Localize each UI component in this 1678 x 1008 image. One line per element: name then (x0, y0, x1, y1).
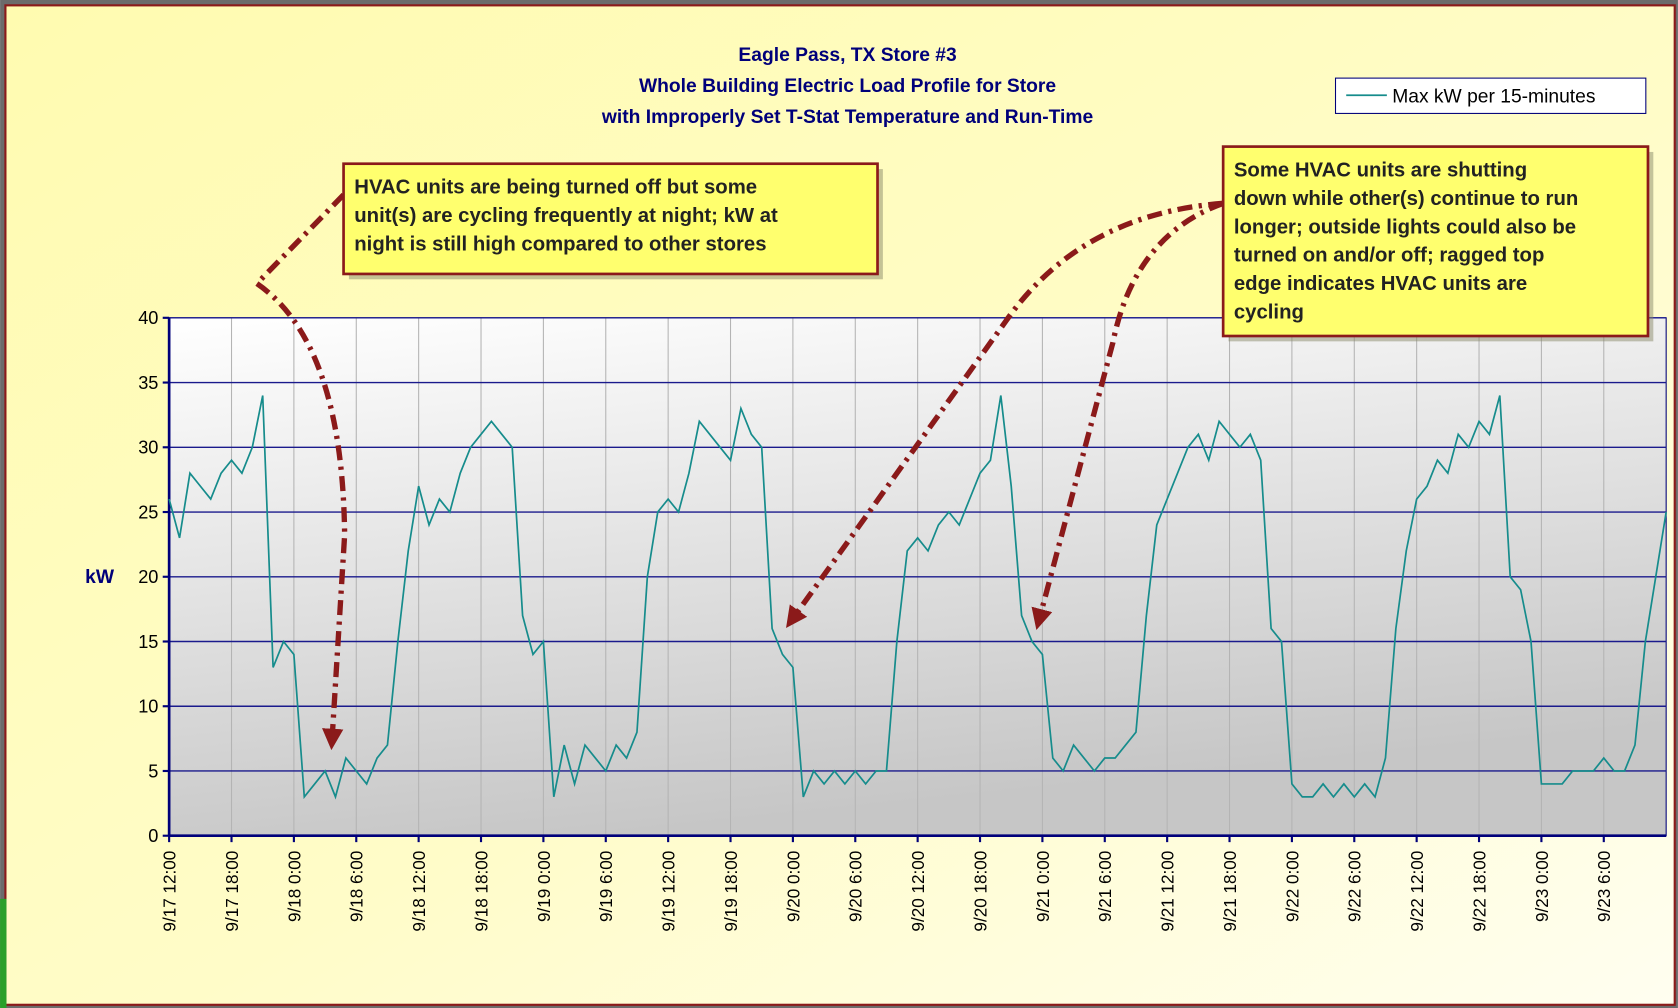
x-tick-label: 9/20 12:00 (909, 851, 928, 932)
x-tick-label: 9/23 0:00 (1533, 851, 1552, 922)
x-tick-label: 9/20 0:00 (784, 851, 803, 922)
y-tick-label: 35 (138, 373, 158, 393)
x-tick-label: 9/19 0:00 (535, 851, 554, 922)
annotation-text: night is still high compared to other st… (354, 233, 766, 255)
legend-label: Max kW per 15-minutes (1392, 87, 1595, 108)
x-tick-label: 9/17 12:00 (161, 851, 180, 932)
x-tick-label: 9/19 18:00 (722, 851, 741, 932)
plot-area: 9/17 12:00 9/17 18:00 9/18 0:00 9/18 6:00 9/… (85, 308, 1668, 932)
data-line (168, 395, 1668, 800)
x-tick-label: 9/18 0:00 (285, 851, 304, 922)
y-tick-label: 25 (138, 502, 158, 522)
annotations: HVAC units are being turned off but some… (342, 145, 1654, 342)
x-tick-label: 9/21 0:00 (1034, 851, 1053, 922)
title-group: Eagle Pass, TX Store #3 Whole Building El… (601, 45, 1094, 128)
annotation-text: turned on and/or off; ragged top (1234, 245, 1545, 267)
x-tick-label: 9/18 6:00 (348, 851, 367, 922)
y-tick-label: 15 (138, 632, 158, 652)
annotation-text: HVAC units are being turned off but some (354, 177, 757, 199)
edge-decoration (0, 898, 7, 1008)
x-tick-label: 9/21 12:00 (1159, 851, 1178, 932)
x-tick-label: 9/19 6:00 (597, 851, 616, 922)
y-axis-label: kW (85, 567, 115, 588)
annotation-text: Some HVAC units are shutting (1234, 160, 1527, 182)
annotation-box (342, 162, 879, 276)
y-tick-label: 20 (138, 567, 158, 587)
y-tick-label: 5 (148, 761, 158, 781)
annotation-text: edge indicates HVAC units are (1234, 273, 1527, 295)
annotation-text: longer; outside lights could also be (1234, 216, 1576, 238)
y-tick-label: 30 (138, 438, 158, 458)
chart-title: Whole Building Electric Load Profile for… (639, 76, 1056, 97)
x-tick-label: 9/22 12:00 (1408, 851, 1427, 932)
x-tick-label: 9/20 18:00 (971, 851, 990, 932)
annotation-arrows (252, 192, 1225, 751)
y-tick-label: 0 (148, 826, 158, 846)
annotation-text: down while other(s) continue to run (1234, 188, 1578, 210)
legend: Max kW per 15-minutes (1334, 77, 1647, 114)
x-tick-label: 9/21 18:00 (1221, 851, 1240, 932)
x-tick-label: 9/23 6:00 (1595, 851, 1614, 922)
arrow (252, 192, 348, 751)
x-tick-label: 9/22 6:00 (1346, 851, 1365, 922)
x-tick-label: 9/21 6:00 (1096, 851, 1115, 922)
x-tick-label: 9/18 18:00 (472, 851, 491, 932)
legend-box (1334, 77, 1647, 114)
chart-title: with Improperly Set T-Stat Temperature a… (601, 107, 1094, 128)
x-tick-label: 9/22 0:00 (1283, 851, 1302, 922)
arrow (786, 200, 1224, 628)
x-tick-label: 9/22 18:00 (1470, 851, 1489, 932)
y-tick-label: 10 (138, 697, 158, 717)
x-tick-label: 9/17 18:00 (223, 851, 242, 932)
x-tick-label: 9/18 12:00 (410, 851, 429, 932)
chart-title: Eagle Pass, TX Store #3 (738, 45, 957, 66)
annotation-text: unit(s) are cycling frequently at night;… (354, 205, 778, 227)
x-tick-label: 9/20 6:00 (847, 851, 866, 922)
y-tick-label: 40 (138, 308, 158, 328)
x-tick-label: 9/19 12:00 (660, 851, 679, 932)
annotation-text: cycling (1234, 301, 1304, 323)
annotation-box (1221, 145, 1650, 338)
arrow (1031, 200, 1225, 631)
